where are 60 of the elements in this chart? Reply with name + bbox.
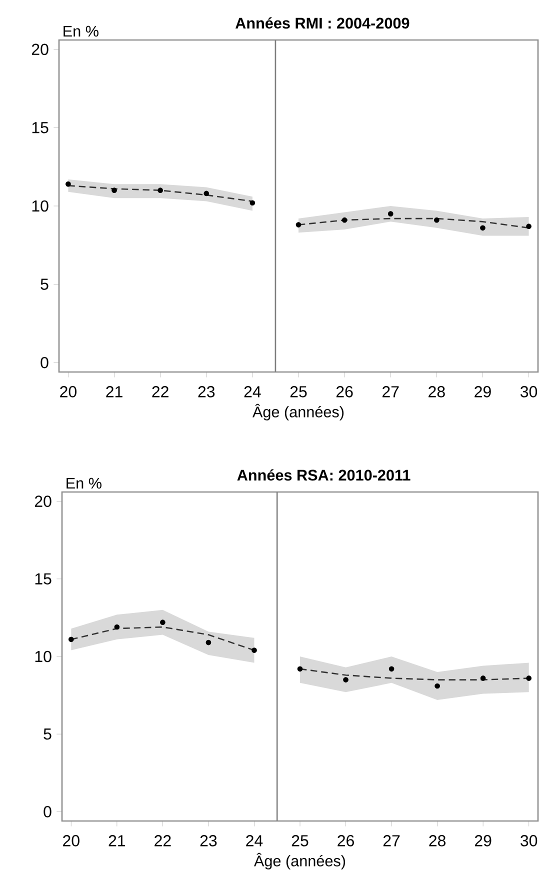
point — [68, 636, 74, 642]
point — [66, 181, 71, 187]
y-tick-label: 0 — [40, 356, 48, 368]
point — [388, 666, 394, 672]
x-tick-label: 26 — [338, 835, 354, 846]
point — [206, 640, 212, 646]
y-axis-title: En % — [64, 26, 98, 37]
chart-title: Années RSA: 2010-2011 — [237, 469, 410, 481]
x-tick-label: 30 — [520, 386, 538, 398]
y-tick-label: 5 — [44, 728, 52, 740]
point — [480, 225, 486, 231]
y-tick-label: 5 — [40, 278, 48, 290]
x-tick-label: 27 — [383, 835, 400, 846]
point — [160, 620, 166, 626]
y-tick-label: 10 — [35, 650, 52, 662]
point — [204, 190, 210, 196]
point — [342, 217, 348, 223]
x-tick-label: 21 — [106, 386, 122, 398]
y-tick-label: 0 — [44, 806, 52, 818]
x-tick-label: 22 — [152, 386, 168, 398]
x-tick-label: 23 — [198, 386, 215, 398]
x-tick-label: 26 — [336, 386, 353, 398]
point — [158, 188, 163, 194]
y-tick-label: 20 — [32, 44, 48, 56]
x-tick-label: 24 — [246, 835, 263, 846]
point — [388, 211, 394, 216]
x-tick-label: 28 — [428, 386, 445, 398]
x-tick-label: 20 — [60, 386, 76, 398]
y-tick-label: 15 — [32, 122, 48, 134]
point — [252, 648, 257, 653]
point — [112, 188, 117, 194]
y-tick-label: 15 — [35, 573, 52, 584]
x-tick-label: 20 — [63, 835, 80, 846]
point — [114, 624, 120, 630]
x-tick-label: 27 — [382, 386, 399, 398]
y-tick-label: 20 — [34, 496, 52, 507]
x-tick-label: 30 — [520, 835, 538, 846]
point — [343, 677, 348, 682]
point — [250, 200, 256, 206]
x-tick-label: 24 — [244, 386, 261, 398]
point — [434, 683, 440, 689]
x-tick-label: 21 — [108, 835, 126, 846]
x-tick-label: 28 — [429, 835, 446, 846]
y-axis-title: En % — [66, 478, 102, 489]
x-axis-title: Âge (années) — [252, 404, 344, 420]
x-tick-label: 25 — [290, 386, 307, 398]
x-tick-label: 29 — [474, 386, 491, 398]
point — [296, 222, 302, 228]
point — [434, 217, 440, 223]
x-tick-label: 25 — [292, 835, 308, 846]
point — [480, 676, 486, 681]
chart-title: Années RMI : 2004-2009 — [235, 17, 410, 29]
x-tick-label: 29 — [474, 835, 492, 846]
x-tick-label: 23 — [200, 835, 217, 846]
x-axis-title: Âge (années) — [254, 852, 346, 870]
point — [526, 224, 532, 230]
point — [297, 666, 303, 672]
point — [526, 676, 532, 681]
y-tick-label: 10 — [32, 200, 48, 212]
x-tick-label: 22 — [154, 835, 171, 846]
